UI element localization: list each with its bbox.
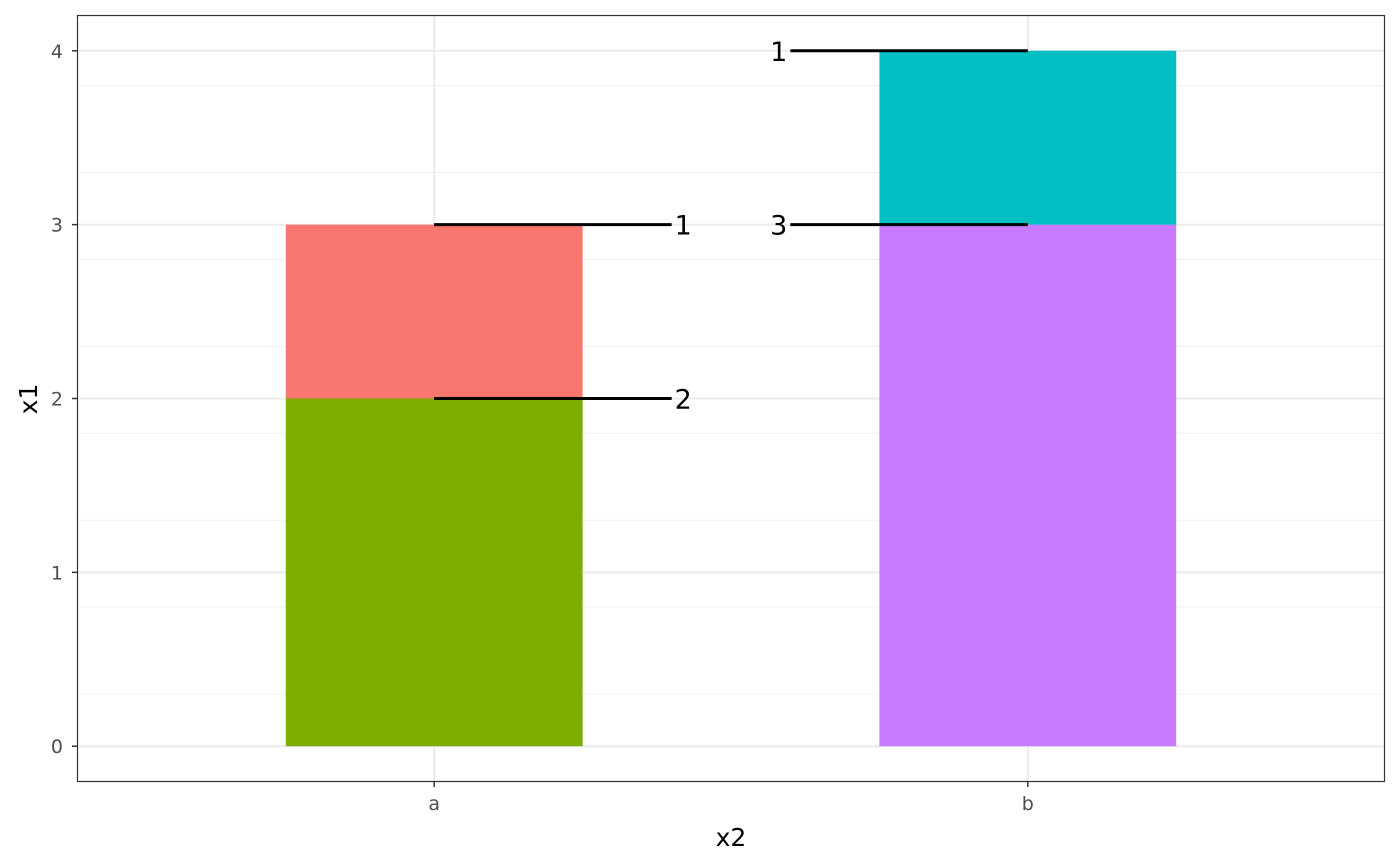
bar-segment-b xyxy=(879,50,1177,225)
y-axis-title: x1 xyxy=(14,384,43,415)
y-tick-label: 1 xyxy=(51,562,63,584)
y-axis: 0 1 2 3 4 xyxy=(51,41,78,758)
bar-segments xyxy=(285,50,1177,747)
bar-segment-b xyxy=(879,224,1177,747)
x-tick-label: a xyxy=(428,793,440,815)
bar-segment-a xyxy=(285,398,583,747)
annotation-label: 3 xyxy=(770,211,787,242)
x-tick-label: b xyxy=(1022,793,1034,815)
bar-segment-a xyxy=(285,224,583,399)
grid-lines xyxy=(78,16,1384,781)
y-tick-label: 0 xyxy=(51,736,63,758)
x-axis-title: x2 xyxy=(716,823,747,852)
y-tick-label: 3 xyxy=(51,215,63,237)
annotation-label: 1 xyxy=(770,37,787,68)
annotation-label: 1 xyxy=(675,211,692,242)
annotation-label: 2 xyxy=(675,385,692,416)
y-tick-label: 2 xyxy=(51,389,63,411)
annotations: 1 2 1 3 xyxy=(434,37,1028,416)
y-tick-label: 4 xyxy=(51,41,63,63)
